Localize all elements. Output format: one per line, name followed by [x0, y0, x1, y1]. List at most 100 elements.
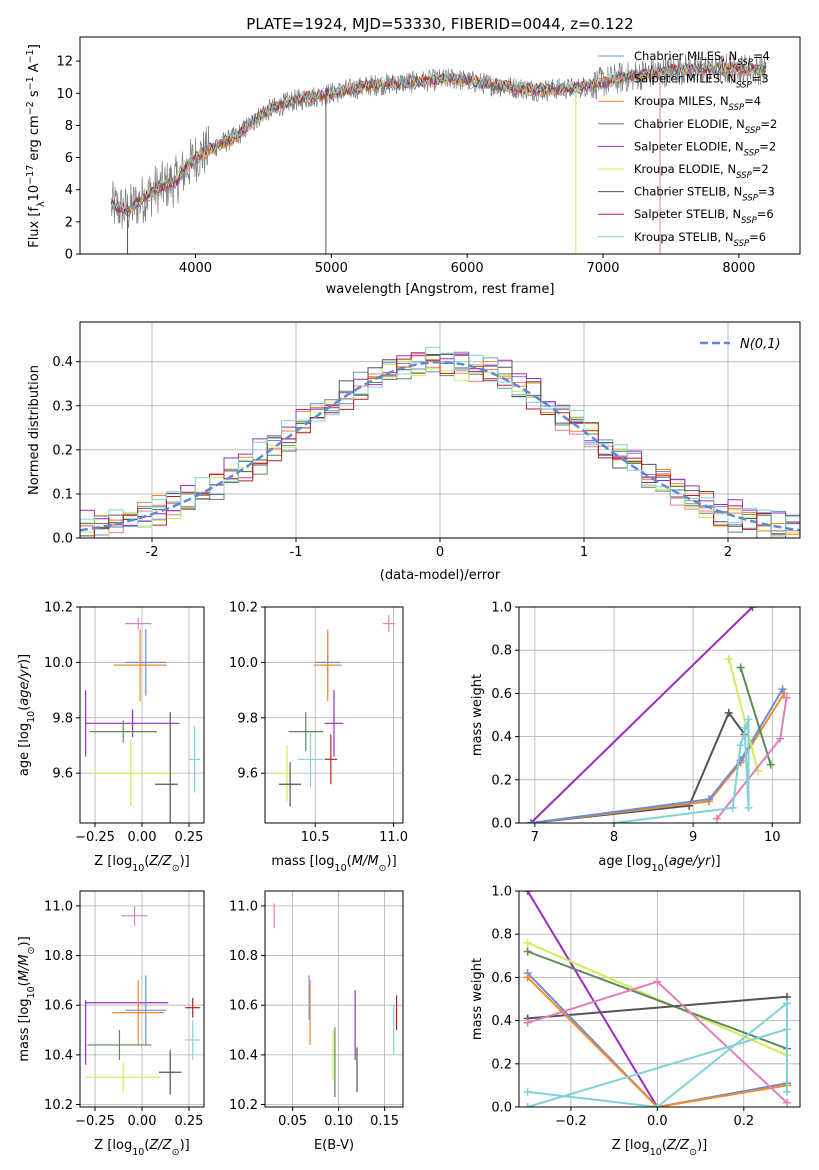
legend-sub: SSP — [744, 148, 760, 158]
label-part: A — [27, 63, 42, 76]
x-tick-label: 10 — [764, 830, 781, 845]
panel-mass_vs_ebv: 0.05 0.10 0.15 10.2 10.4 10.6 10.8 11.0 E(B-V) — [229, 890, 404, 1153]
x-tick-label: 10.5 — [301, 830, 330, 845]
plus-marker — [523, 1018, 532, 1027]
plus-marker — [778, 685, 787, 694]
y-tick-label: 10.2 — [229, 601, 258, 616]
plus-marker — [523, 973, 532, 982]
y-tick-label: 12 — [56, 55, 73, 70]
legend-entry: N(0,1) — [740, 337, 781, 352]
x-tick-label: 6000 — [451, 261, 484, 276]
y-tick-label: 0.6 — [491, 971, 512, 986]
label-part: s — [27, 90, 42, 101]
x-axis-label: Z [log10(Z/Z⊙)] — [94, 854, 189, 874]
label-part: −17 — [25, 165, 36, 185]
x-axis-label: mass [log10(M/M⊙)] — [271, 854, 396, 874]
plus-marker — [783, 1025, 792, 1034]
y-tick-label: 0.6 — [491, 687, 512, 702]
label-part: 10 — [26, 711, 37, 723]
y-tick-label: 10.0 — [229, 656, 258, 671]
axes-frame — [518, 606, 801, 824]
y-tick-label: 0.8 — [491, 928, 512, 943]
x-axis-label: Z [log10(Z/Z⊙)] — [94, 1138, 189, 1158]
mass-weight-line — [526, 972, 788, 1107]
legend-entry: Chabrier ELODIE, NSSP=2 — [634, 117, 777, 136]
x-tick-label: 4000 — [179, 261, 212, 276]
plus-marker — [782, 693, 791, 702]
y-tick-label: 10.4 — [44, 1048, 73, 1063]
plus-marker — [704, 795, 713, 804]
plus-marker — [780, 689, 789, 698]
y-tick-label: 0.4 — [491, 1014, 512, 1029]
panel-spectrum: 4000 5000 6000 7000 8000 0 2 4 6 8 10 12 Chabrier MI… — [25, 36, 801, 297]
x-tick-label: 0.25 — [174, 830, 203, 845]
panel-weight_vs_Z: −0.2 0.0 0.2 0.0 0.2 0.4 0.6 0.8 1.0 Z [log10(Z/Z… — [470, 885, 801, 1158]
x-tick-label: 9 — [689, 830, 697, 845]
x-tick-label: 2 — [724, 545, 732, 560]
plus-marker — [783, 1098, 792, 1107]
plus-marker — [736, 741, 745, 750]
y-tick-label: 10.8 — [44, 949, 73, 964]
figure-title: PLATE=1924, MJD=53330, FIBERID=0044, z=0… — [246, 15, 633, 33]
label-part: 10 — [335, 863, 347, 874]
label-part: −1 — [25, 49, 36, 63]
axes-frame — [264, 606, 404, 824]
y-tick-label: 0.2 — [52, 443, 73, 458]
legend-value: =2 — [752, 162, 769, 176]
legend-value: =2 — [760, 117, 777, 131]
legend-text: Chabrier MILES, N — [634, 49, 737, 63]
axes-frame — [79, 36, 801, 255]
mass-weight-line — [527, 995, 788, 1020]
label-part: Z [log — [612, 1138, 650, 1153]
plot-area — [526, 607, 791, 823]
label-part: 10 — [26, 986, 37, 998]
label-part: −1 — [25, 76, 36, 90]
label-part: age/yr — [669, 854, 712, 869]
legend-entry: Kroupa STELIB, NSSP=6 — [634, 230, 766, 249]
label-part: M/M — [17, 954, 32, 981]
legend-entry: Salpeter ELODIE, NSSP=2 — [634, 139, 776, 158]
x-tick-label: 0.10 — [324, 1114, 353, 1129]
label-part: 10 — [27, 185, 42, 202]
legend-value: =6 — [749, 230, 766, 244]
label-part: ( — [664, 854, 669, 869]
x-tick-label: -1 — [290, 545, 303, 560]
mass-weight-line — [727, 658, 759, 772]
legend-text: Kroupa ELODIE, N — [634, 162, 736, 176]
x-tick-label: 0.2 — [733, 1114, 754, 1129]
plus-marker — [609, 819, 618, 823]
label-part: mass [log — [17, 998, 32, 1061]
plus-marker — [523, 1103, 532, 1107]
plus-marker — [523, 938, 532, 947]
plus-marker — [653, 977, 662, 986]
label-part: ( — [17, 706, 32, 711]
y-tick-label: 0.2 — [491, 1057, 512, 1072]
x-tick-label: −0.25 — [75, 1114, 115, 1129]
label-part: Z [log — [94, 854, 132, 869]
y-axis-label: mass weight — [470, 958, 485, 1040]
label-part: )] — [17, 654, 32, 664]
legend-value: =2 — [759, 139, 776, 153]
label-part: 10 — [132, 1147, 144, 1158]
axes-frame — [79, 890, 205, 1108]
y-tick-label: 2 — [65, 215, 73, 230]
y-tick-label: 10.0 — [44, 656, 73, 671]
y-tick-label: 10.2 — [44, 1098, 73, 1113]
y-axis-label: mass [log10(M/M⊙)] — [17, 936, 37, 1061]
histogram-step-line — [80, 352, 800, 526]
legend-text: Chabrier STELIB, N — [634, 185, 742, 199]
label-part: )] — [697, 1138, 707, 1153]
legend-sub: SSP — [745, 126, 761, 136]
legend-value: =6 — [757, 207, 774, 221]
y-axis-label: Flux [fλ10−17 erg cm−2 s−1 A−1] — [25, 44, 47, 248]
y-tick-label: 0.1 — [52, 487, 73, 502]
y-tick-label: 8 — [65, 119, 73, 134]
plus-marker — [724, 708, 733, 717]
label-part: age [log — [17, 723, 32, 776]
legend-sub: SSP — [736, 81, 752, 91]
y-tick-label: 6 — [65, 151, 73, 166]
legend-sub: SSP — [734, 239, 750, 249]
x-tick-label: 0.05 — [278, 1114, 307, 1129]
y-tick-label: 10.2 — [44, 601, 73, 616]
y-axis-label: mass weight — [470, 674, 485, 756]
